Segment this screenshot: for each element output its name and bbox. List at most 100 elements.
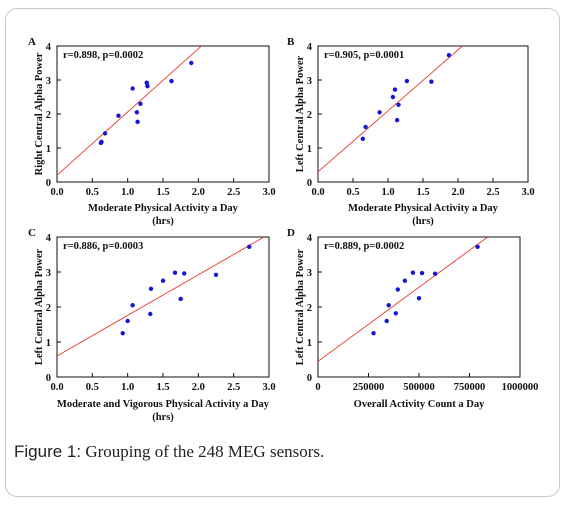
chart-panel-c: 0.0 0.5 1.0 1.5 2.0 2.5 3.0 0 1 2 3 4 r=0.886, p=0.0… [28, 227, 276, 423]
panel-letter: B [287, 36, 295, 48]
y-tick-label: 4 [46, 233, 52, 244]
y-tick-label: 3 [46, 268, 51, 279]
y-axis-label: Left Central Alpha Power [295, 55, 306, 172]
x-tick-label: 1.5 [156, 382, 169, 393]
data-point [116, 113, 121, 118]
data-point [396, 102, 401, 108]
y-tick-label: 1 [46, 144, 51, 155]
data-point [130, 86, 135, 91]
data-point [178, 296, 183, 302]
x-axis-label: (hrs) [152, 216, 174, 227]
y-tick-label: 3 [307, 76, 312, 87]
x-tick-label: 2.5 [227, 382, 240, 393]
x-tick-label: 2.0 [192, 187, 205, 198]
x-tick-label: 0.0 [311, 187, 324, 198]
data-point [148, 311, 153, 317]
x-tick-label: 0 [315, 382, 320, 393]
data-point [145, 83, 150, 89]
data-point [363, 124, 368, 130]
data-point [377, 110, 382, 115]
x-tick-label: 3.0 [262, 187, 275, 198]
data-point [135, 119, 140, 125]
x-axis-label: Overall Activity Count a Day [354, 399, 485, 410]
data-point [384, 318, 389, 324]
data-point [134, 110, 140, 115]
y-tick-label: 0 [307, 178, 312, 189]
data-point [429, 79, 434, 84]
data-point [419, 270, 425, 276]
x-tick-label: 0.5 [86, 187, 99, 198]
y-tick-label: 1 [307, 144, 312, 155]
plot-area [317, 236, 521, 378]
x-axis-label: (hrs) [152, 412, 174, 423]
y-tick-label: 4 [307, 42, 313, 53]
plot-area [317, 45, 529, 183]
x-tick-label: 3.0 [521, 187, 534, 198]
panel-letter: A [28, 36, 36, 48]
data-point [99, 139, 104, 145]
x-tick-label: 2.5 [227, 187, 240, 198]
data-point [394, 117, 400, 123]
data-point [475, 244, 480, 249]
y-tick-label: 4 [307, 233, 313, 244]
y-tick-label: 2 [46, 303, 51, 314]
x-tick-label: 0.0 [50, 382, 63, 393]
y-tick-label: 0 [46, 373, 51, 384]
y-axis-label: Left Central Alpha Power [34, 248, 45, 365]
data-point [392, 87, 398, 92]
data-point [247, 244, 252, 249]
y-tick-label: 4 [46, 42, 52, 53]
x-tick-label: 1.0 [121, 382, 134, 393]
stats-annotation: r=0.886, p=0.0003 [63, 241, 143, 252]
x-tick-label: 500000 [403, 382, 435, 393]
data-point [404, 78, 410, 84]
x-tick-label: 1.0 [121, 187, 134, 198]
stats-annotation: r=0.889, p=0.0002 [324, 241, 404, 252]
x-tick-label: 0.0 [50, 187, 63, 198]
x-tick-label: 1.0 [381, 187, 394, 198]
data-point [189, 60, 194, 66]
x-tick-label: 2.0 [451, 187, 464, 198]
plot-area [56, 45, 270, 183]
data-point [386, 303, 391, 308]
data-point [102, 131, 108, 136]
x-tick-label: 3.0 [262, 382, 275, 393]
data-point [138, 101, 143, 107]
y-tick-label: 0 [307, 373, 312, 384]
regression-line [57, 237, 265, 357]
x-tick-label: 2.5 [486, 187, 499, 198]
y-tick-label: 3 [46, 76, 51, 87]
data-point [446, 52, 452, 58]
y-tick-label: 2 [307, 303, 312, 314]
x-tick-label: 1000000 [502, 382, 539, 393]
stats-annotation: r=0.905, p=0.0001 [324, 50, 404, 61]
caption-label: Figure 1: [14, 442, 82, 461]
chart-panel-b: 0.0 0.5 1.0 1.5 2.0 2.5 3.0 0 1 2 3 4 r=0.905, p=0.0… [287, 36, 535, 227]
panel-letter: C [28, 227, 36, 239]
data-point [402, 278, 408, 283]
data-point [393, 311, 398, 316]
chart-panel-d: 0 250000 500000 750000 1000000 0 1 2 3 4 r=0.889, … [287, 227, 538, 410]
y-axis-label: Left Central Alpha Power [295, 248, 306, 365]
figure-caption: Figure 1: Grouping of the 248 MEG sensor… [14, 442, 324, 462]
panel-letter: D [287, 227, 295, 239]
x-tick-label: 2.0 [192, 382, 205, 393]
data-point [182, 271, 187, 276]
x-axis-label: Moderate and Vigorous Physical Activity … [57, 399, 270, 410]
chart-panels: 0.0 0.5 1.0 1.5 2.0 2.5 3.0 0 1 2 3 4 r=0.898, p=0.0… [28, 36, 538, 423]
data-point [169, 78, 174, 84]
chart-panel-a: 0.0 0.5 1.0 1.5 2.0 2.5 3.0 0 1 2 3 4 r=0.898, p=0.0… [28, 36, 276, 227]
data-point [416, 296, 422, 301]
x-tick-label: 0.5 [346, 187, 359, 198]
figure-frame [5, 8, 560, 497]
data-point [125, 318, 130, 324]
data-point [144, 80, 149, 85]
x-tick-label: 750000 [454, 382, 486, 393]
x-tick-label: 0.5 [86, 382, 99, 393]
data-point [390, 94, 396, 100]
x-axis-label: (hrs) [412, 216, 434, 227]
stats-annotation: r=0.898, p=0.0002 [63, 50, 143, 61]
regression-line [57, 46, 203, 176]
x-tick-label: 1.5 [156, 187, 169, 198]
